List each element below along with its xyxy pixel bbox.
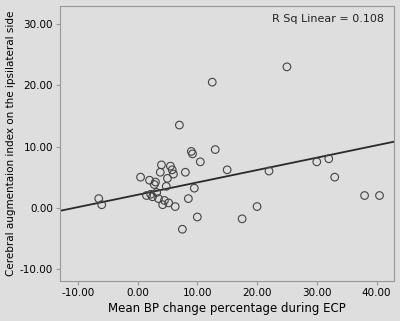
Point xyxy=(167,164,174,169)
Point xyxy=(185,196,192,201)
Point xyxy=(137,175,144,180)
Point xyxy=(163,184,170,189)
Point xyxy=(148,192,154,197)
Point xyxy=(189,151,196,156)
Point xyxy=(146,178,153,183)
Text: R Sq Linear = 0.108: R Sq Linear = 0.108 xyxy=(272,14,384,24)
Point xyxy=(157,170,164,175)
Point xyxy=(209,80,216,85)
Point xyxy=(169,167,176,172)
Point xyxy=(143,193,150,198)
Point xyxy=(149,194,156,199)
Point xyxy=(176,123,182,128)
Point xyxy=(151,182,158,187)
Point xyxy=(152,179,159,185)
Point xyxy=(160,202,166,207)
Point xyxy=(194,214,200,220)
Point xyxy=(239,216,245,221)
Point xyxy=(170,171,177,177)
Point xyxy=(254,204,260,209)
Point xyxy=(155,196,162,201)
Point xyxy=(197,159,204,164)
Point xyxy=(326,156,332,161)
Point xyxy=(158,162,165,168)
Point xyxy=(188,149,194,154)
X-axis label: Mean BP change percentage during ECP: Mean BP change percentage during ECP xyxy=(108,302,346,316)
Point xyxy=(166,200,172,205)
Point xyxy=(182,170,188,175)
Point xyxy=(224,167,230,172)
Point xyxy=(332,175,338,180)
Point xyxy=(376,193,383,198)
Point xyxy=(284,64,290,69)
Point xyxy=(96,196,102,201)
Point xyxy=(164,176,171,181)
Point xyxy=(212,147,218,152)
Point xyxy=(154,190,160,195)
Point xyxy=(98,202,105,207)
Point xyxy=(314,159,320,164)
Point xyxy=(361,193,368,198)
Point xyxy=(172,204,178,209)
Point xyxy=(191,186,198,191)
Point xyxy=(266,169,272,174)
Point xyxy=(179,227,186,232)
Y-axis label: Cerebral augmentaion index on the ipsilateral side: Cerebral augmentaion index on the ipsila… xyxy=(6,11,16,276)
Point xyxy=(161,198,168,203)
